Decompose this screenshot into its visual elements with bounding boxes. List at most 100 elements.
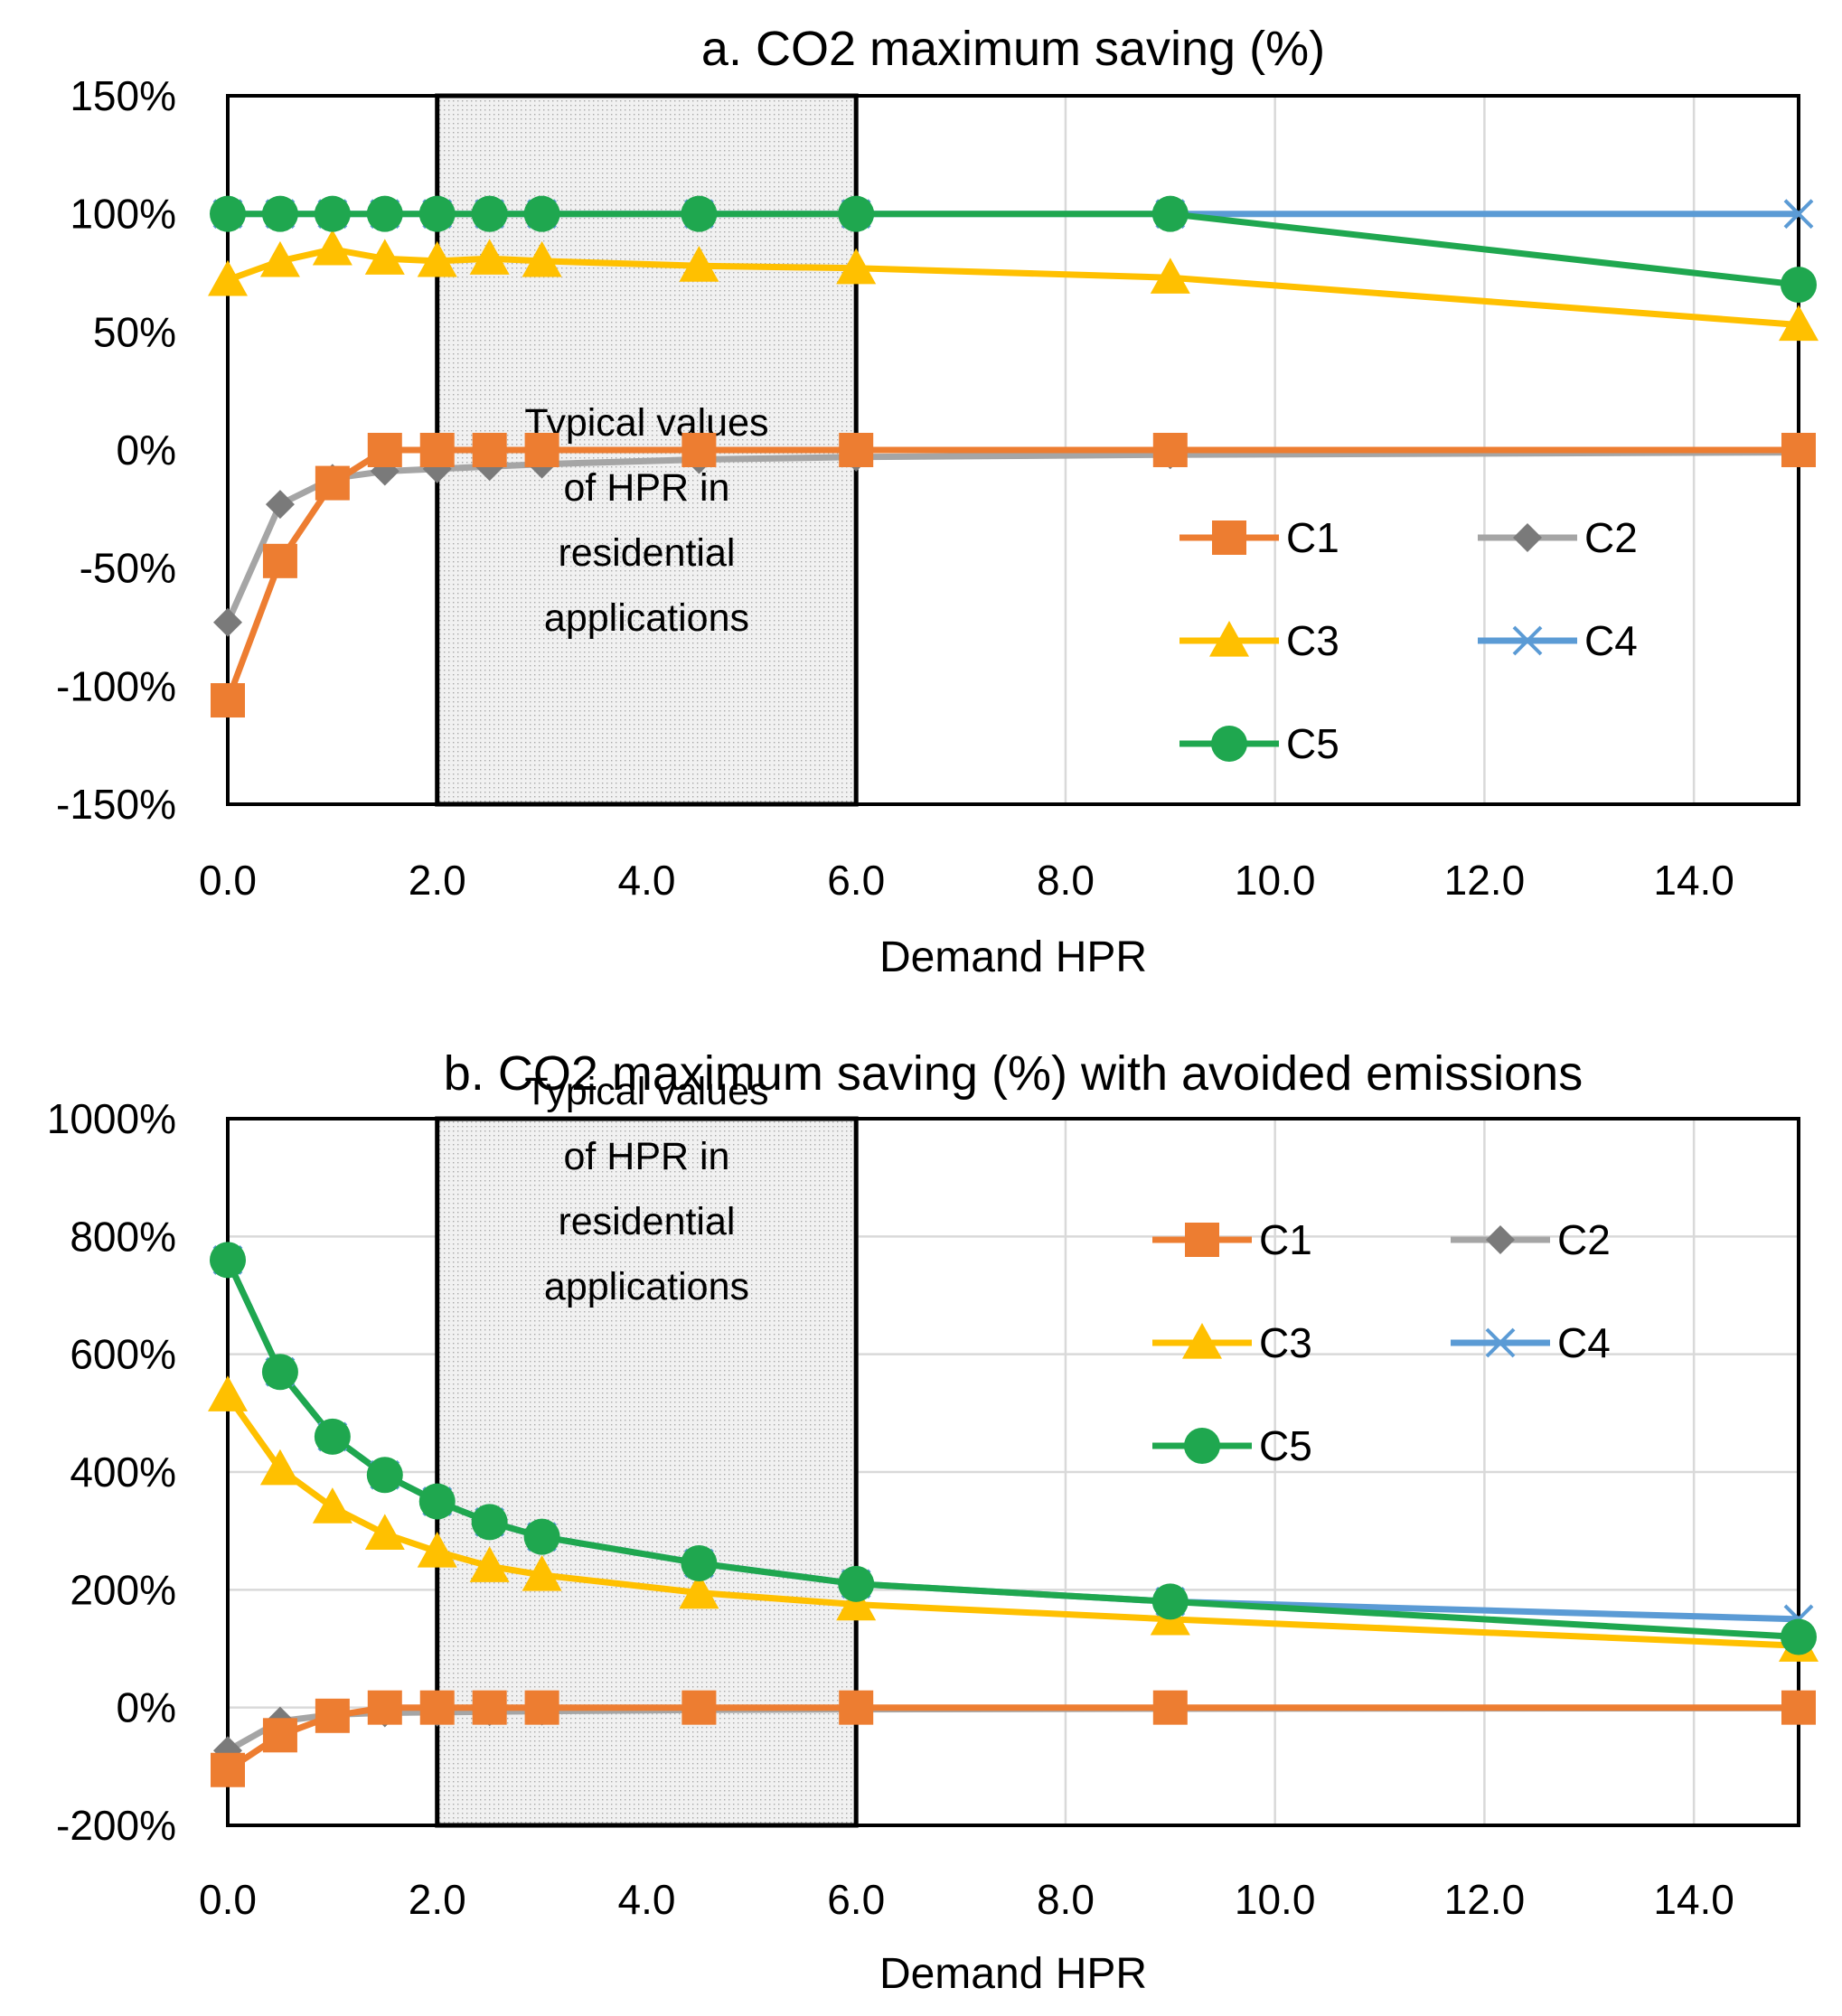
legend-label-c3: C3 xyxy=(1286,617,1339,664)
legend: C1 C2 C3 C4 C5 xyxy=(1179,514,1638,767)
data-point-c3 xyxy=(417,240,457,277)
data-point-c5 xyxy=(314,195,351,232)
data-point-c5 xyxy=(1781,1618,1817,1655)
band-label-line: Typical values xyxy=(524,401,768,445)
data-point-c1 xyxy=(315,1698,350,1733)
data-point-c3 xyxy=(679,246,719,282)
data-point-c1 xyxy=(262,543,297,578)
data-point-c5 xyxy=(261,1354,298,1391)
x-tick-label: 14.0 xyxy=(1653,857,1734,904)
y-tick-label: 200% xyxy=(70,1566,176,1613)
data-point-c3 xyxy=(312,1487,352,1524)
band-label-line: applications xyxy=(544,596,749,640)
x-tick-label: 12.0 xyxy=(1444,1876,1526,1923)
y-tick-label: -100% xyxy=(56,662,176,709)
legend-marker-c5 xyxy=(1211,726,1247,762)
data-point-c1 xyxy=(419,1690,455,1725)
legend-marker-c3 xyxy=(1209,621,1249,657)
data-point-c3 xyxy=(836,248,877,285)
data-point-c1 xyxy=(1152,433,1188,467)
chart-panel-a: a. CO2 maximum saving (%) Typical values o… xyxy=(56,22,1819,981)
x-tick-label: 0.0 xyxy=(199,1876,257,1923)
data-point-c3 xyxy=(522,1555,562,1591)
data-point-c1 xyxy=(315,465,350,501)
x-tick-label: 2.0 xyxy=(409,857,466,904)
data-point-c5 xyxy=(366,1457,403,1494)
y-tick-label: 400% xyxy=(70,1449,176,1496)
data-point-c3 xyxy=(522,240,562,277)
data-point-c5 xyxy=(261,195,298,232)
data-point-c5 xyxy=(366,195,403,232)
data-point-c5 xyxy=(1151,195,1189,232)
legend-label-c5: C5 xyxy=(1286,720,1339,767)
data-point-c1 xyxy=(367,1690,402,1725)
data-point-c3 xyxy=(679,1572,719,1609)
data-point-c3 xyxy=(259,240,300,277)
data-point-c1 xyxy=(1152,1690,1188,1725)
data-point-c1 xyxy=(472,433,507,467)
data-point-c5 xyxy=(210,195,246,232)
data-point-c3 xyxy=(364,1514,405,1551)
data-point-c4 xyxy=(1783,199,1814,230)
data-point-c1 xyxy=(211,1752,245,1787)
data-point-c5 xyxy=(471,1504,508,1541)
legend-marker-c5 xyxy=(1184,1428,1220,1464)
series-markers-c1 xyxy=(211,1690,1816,1787)
legend-marker-c2 xyxy=(1486,1225,1515,1254)
legend-label-c5: C5 xyxy=(1259,1422,1312,1469)
legend-marker-c4 xyxy=(1512,625,1543,656)
data-point-c1 xyxy=(419,433,455,467)
y-tick-label: 1000% xyxy=(47,1095,176,1142)
data-point-c5 xyxy=(523,195,560,232)
data-point-c1 xyxy=(681,433,717,467)
x-tick-label: 10.0 xyxy=(1235,857,1316,904)
data-point-c3 xyxy=(364,239,405,275)
x-tick-label: 12.0 xyxy=(1444,857,1526,904)
x-tick-label: 8.0 xyxy=(1037,1876,1095,1923)
chart-title: a. CO2 maximum saving (%) xyxy=(701,22,1325,76)
series-markers-c3 xyxy=(208,229,1819,342)
legend-label-c2: C2 xyxy=(1584,514,1638,561)
data-point-c3 xyxy=(208,1375,248,1411)
x-tick-label: 14.0 xyxy=(1653,1876,1734,1923)
data-point-c1 xyxy=(1781,1690,1816,1725)
data-point-c1 xyxy=(681,1690,717,1725)
data-point-c5 xyxy=(838,195,875,232)
legend-label-c1: C1 xyxy=(1286,514,1339,561)
data-point-c5 xyxy=(418,195,456,232)
x-tick-label: 4.0 xyxy=(617,857,675,904)
band-label-line: applications xyxy=(544,1265,749,1308)
data-point-c5 xyxy=(210,1242,246,1279)
legend-marker-c3 xyxy=(1182,1323,1222,1359)
data-point-c2 xyxy=(265,490,295,520)
data-point-c3 xyxy=(469,239,510,275)
legend-marker-c1 xyxy=(1212,520,1246,555)
chart-title: b. CO2 maximum saving (%) with avoided e… xyxy=(444,1046,1583,1101)
y-tick-label: 800% xyxy=(70,1213,176,1260)
data-point-c3 xyxy=(1150,258,1190,294)
data-point-c1 xyxy=(524,433,559,467)
y-tick-label: 0% xyxy=(117,1684,176,1731)
data-point-c1 xyxy=(839,433,874,467)
legend-label-c3: C3 xyxy=(1259,1319,1312,1366)
band-label-line: residential xyxy=(558,531,735,575)
data-point-c2 xyxy=(213,607,242,637)
x-tick-label: 8.0 xyxy=(1037,857,1095,904)
legend-marker-c4 xyxy=(1485,1327,1516,1358)
y-tick-label: -50% xyxy=(80,545,176,592)
x-tick-label: 10.0 xyxy=(1235,1876,1316,1923)
band-label-line: of HPR in xyxy=(563,466,729,510)
x-tick-label: 6.0 xyxy=(827,857,885,904)
series-markers-c5 xyxy=(210,195,1817,304)
y-tick-label: 0% xyxy=(117,427,176,474)
band-label-line: Typical values xyxy=(524,1070,768,1113)
x-tick-label: 0.0 xyxy=(199,857,257,904)
data-point-c1 xyxy=(839,1690,874,1725)
legend-label-c1: C1 xyxy=(1259,1216,1312,1263)
data-point-c5 xyxy=(681,1545,718,1582)
data-point-c5 xyxy=(681,195,718,232)
y-tick-label: -150% xyxy=(56,781,176,828)
data-point-c1 xyxy=(262,1718,297,1753)
